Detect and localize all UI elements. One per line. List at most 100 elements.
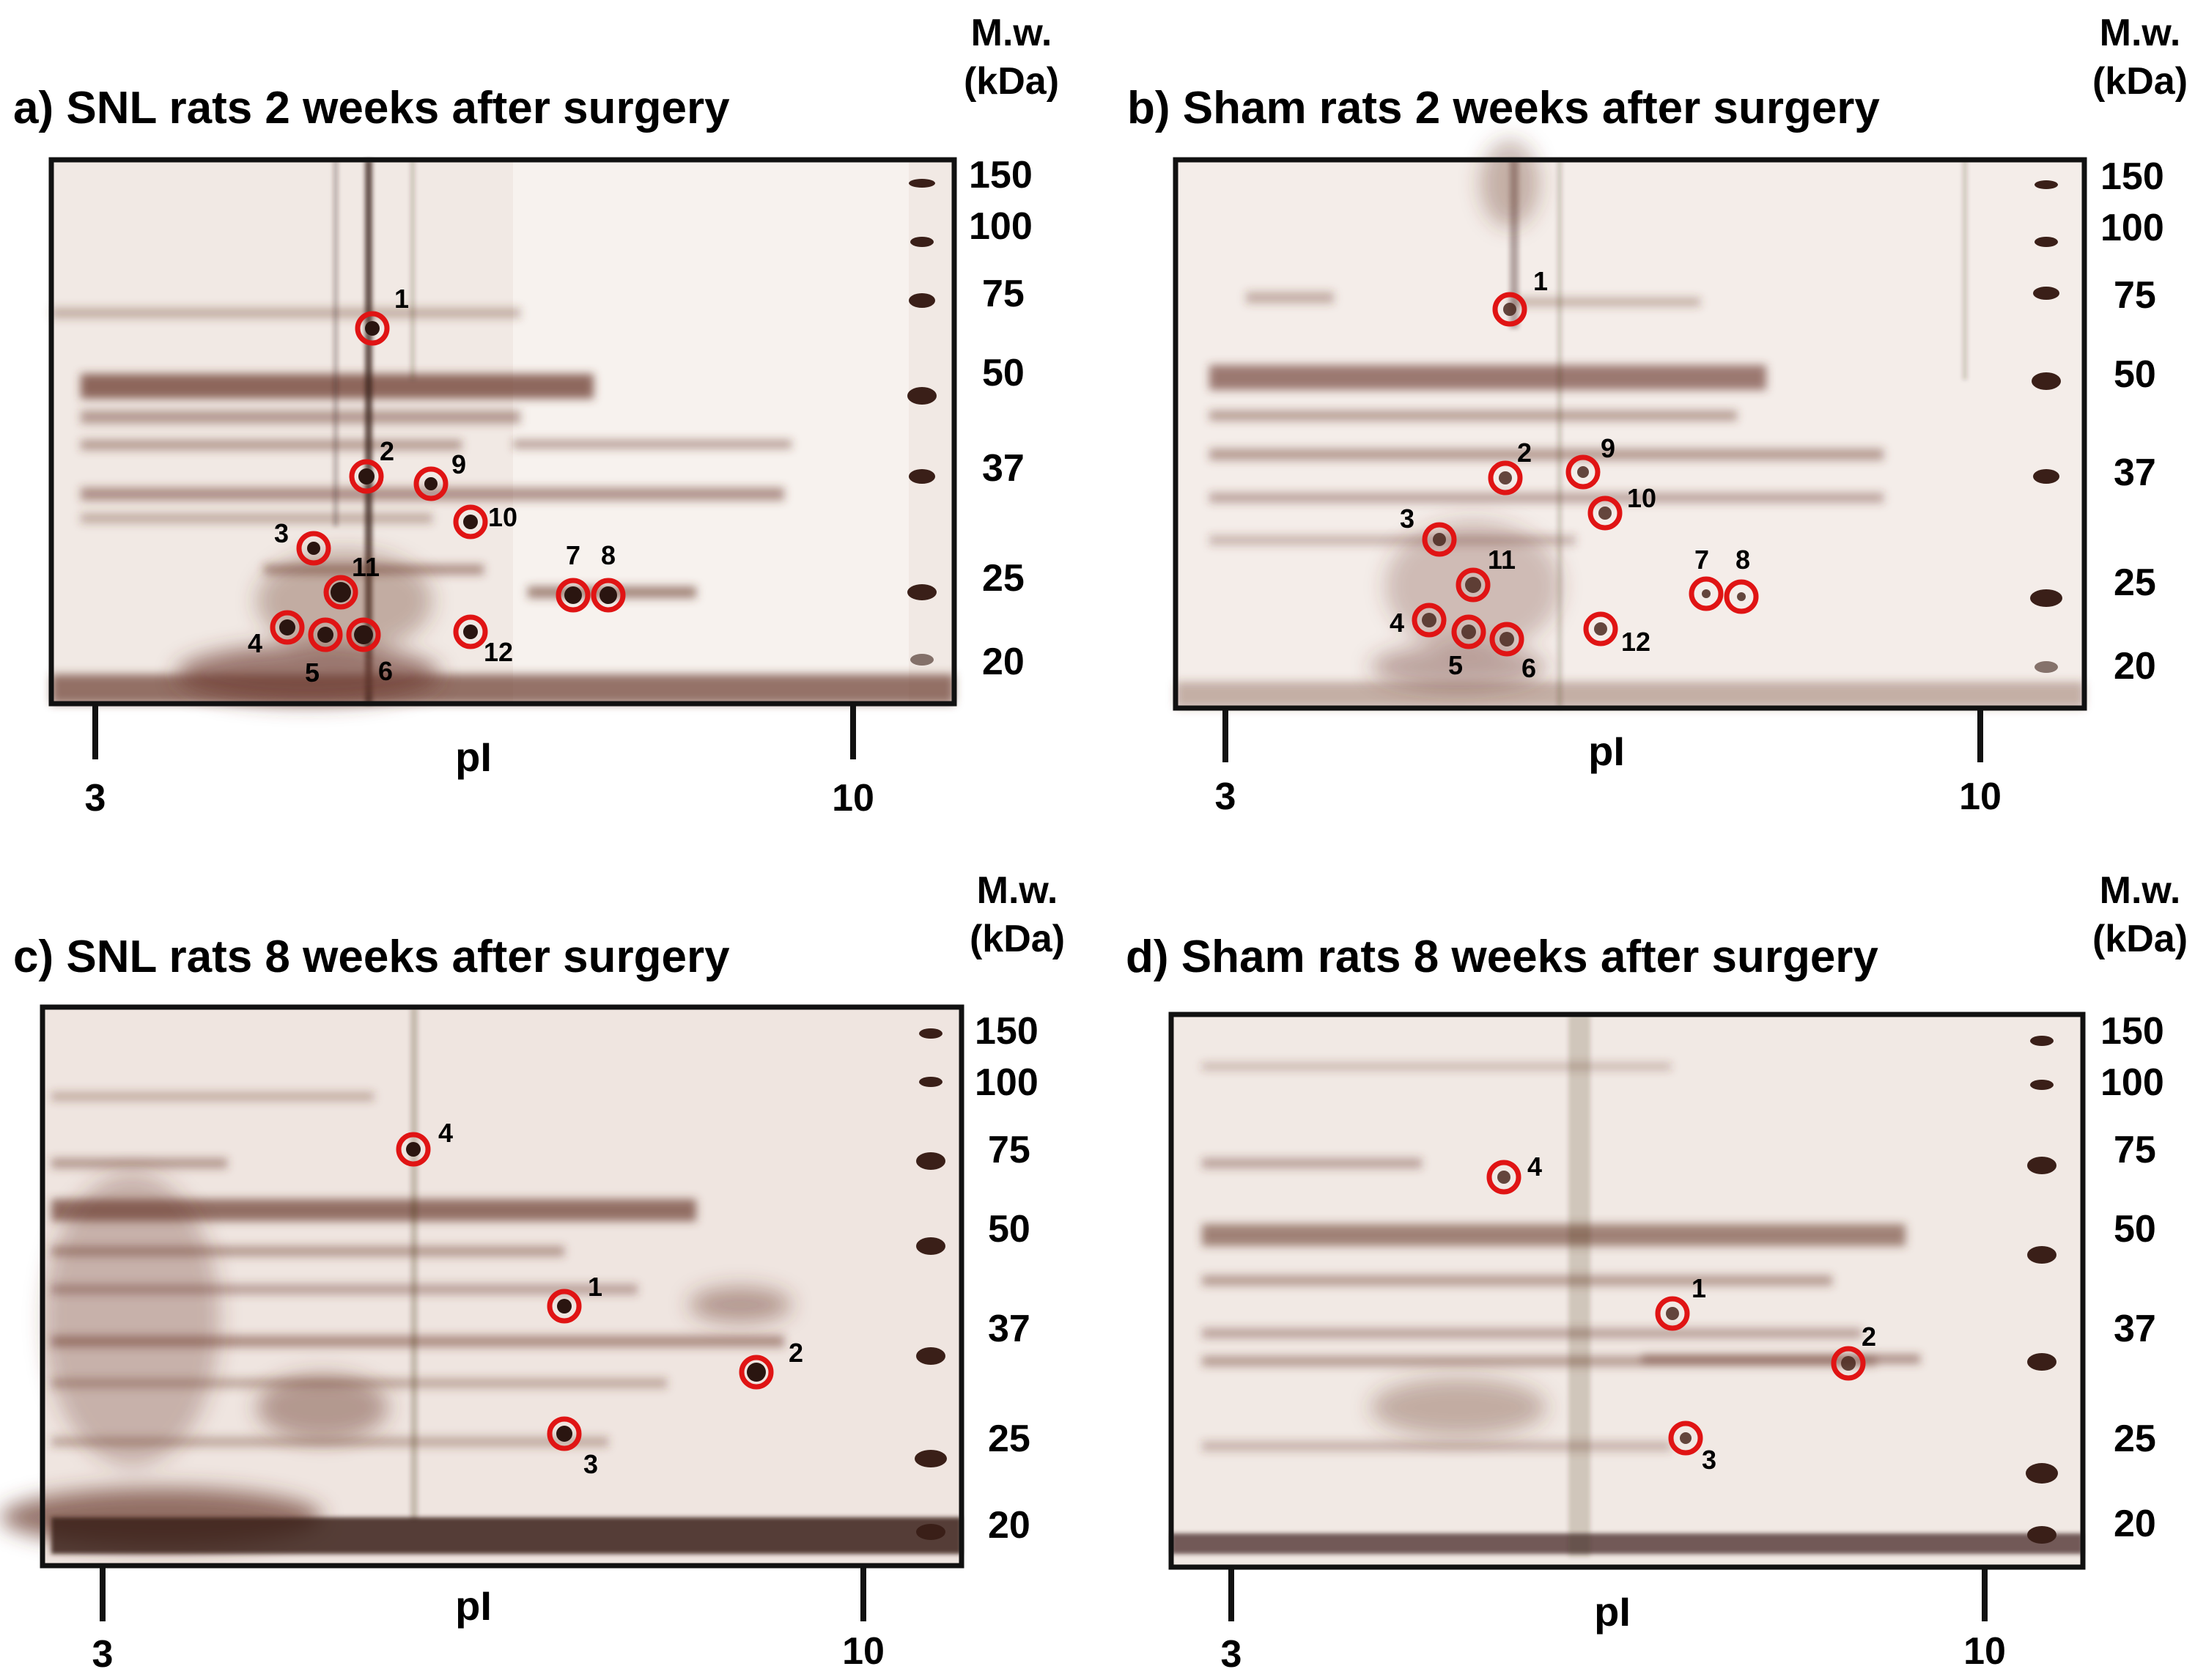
panel-b-kda-label: (kDa) [2092,60,2188,103]
panel-a-spot-label: 10 [488,502,517,532]
panel-c-mw-tick: 25 [988,1418,1030,1460]
panel-b-spot-5 [1451,614,1486,649]
panel-c-spot-1 [547,1289,582,1324]
panel-b-spot-labels: 1 2 9 10 3 11 7 8 4 5 6 12 [1390,266,1750,683]
panel-d-spot-3 [1668,1421,1703,1456]
panel-d-ph-tick: 10 [1963,1630,2006,1673]
panel-a-mw-axis: 150 100 75 50 37 25 20 [969,154,1033,683]
panel-b-spot-label: 12 [1621,627,1650,657]
panel-b-ph-tick: 3 [1215,775,1236,818]
panel-a-spot-label: 2 [380,436,394,466]
panel-a-spot-label: 5 [305,657,320,688]
panel-a-mw-tick: 75 [982,273,1025,315]
panel-c-mw-tick: 50 [988,1208,1030,1250]
panel-a-spot-10 [453,504,488,539]
panel-a-spot-label: 6 [378,656,393,686]
panel-b-spot-6 [1489,622,1524,657]
panel-c-spot-2 [739,1355,774,1390]
panel-d-spot-labels: 4 1 2 3 [1527,1152,1876,1475]
panel-c-spot-labels: 4 1 2 3 [438,1118,803,1479]
panel-b-mw-tick: 150 [2100,155,2164,198]
panel-a-spot-6 [346,617,381,652]
panel-b-spot-label: 6 [1521,653,1536,683]
panel-b-spot-label: 1 [1533,266,1548,296]
panel-a-mw-label: M.w. [971,12,1052,54]
panel-a-spot-1 [355,311,390,346]
panel-d-mw-tick: 75 [2114,1129,2156,1171]
panel-d-marker-ladder [2026,1036,2058,1544]
panel-a-spot-4 [270,610,305,645]
panel-c-mw-label: M.w. [977,869,1058,912]
panel-a-ph-axis: 3 10 pI [85,704,874,819]
panel-a-ph-tick: 10 [832,777,874,819]
panel-a-spot-2 [349,459,384,494]
panel-b-spot-4 [1412,603,1447,638]
panel-b-spot-label: 10 [1627,483,1656,513]
panel-c-ph-tick: 3 [92,1633,114,1676]
panel-c-mw-tick: 20 [988,1504,1030,1547]
panel-a-title: a) SNL rats 2 weeks after surgery [13,83,730,133]
panel-c-gel [0,1004,964,1569]
panel-b-ph-tick: 10 [1959,775,2002,818]
panel-b-spot-1 [1492,292,1527,327]
panel-d-spot-label: 1 [1692,1273,1706,1303]
panel-b-marker-ladder [2030,180,2062,673]
panel-a-spot-11 [323,575,358,610]
panel-b-mw-tick: 20 [2114,645,2156,688]
panel-d-mw-axis: 150 100 75 50 37 25 20 [2100,1010,2164,1545]
panel-d-mw-tick: 37 [2114,1308,2156,1350]
panel-b-spot-label: 11 [1488,545,1516,575]
panel-d-spot-1 [1655,1296,1690,1331]
panel-d-spot-2 [1831,1346,1866,1381]
panel-b-spot-2 [1488,460,1523,495]
panel-b-spot-label: 5 [1448,650,1463,680]
panel-d-ph-axis: 3 10 pI [1221,1567,2006,1676]
panel-b-spot-label: 8 [1735,545,1750,575]
panel-b-spot-10 [1587,495,1623,531]
panel-c-ph-axis: 3 10 pI [92,1566,885,1676]
panel-d-title: d) Sham rats 8 weeks after surgery [1126,932,1878,982]
panel-a-spot-label: 9 [451,449,466,479]
panel-b-ph-axis: 3 10 pI [1215,708,2002,818]
panel-b-pi-label: pI [1588,728,1625,774]
panel-a-gel [48,157,957,707]
panel-d-mw-tick: 150 [2100,1010,2164,1053]
panel-c-spot-4 [396,1132,431,1167]
panel-c-mw-tick: 75 [988,1129,1030,1171]
panel-a-mw-tick: 50 [982,352,1025,394]
panel-a-spot-9 [413,466,449,501]
panel-a-mw-tick: 25 [982,557,1025,600]
panel-d-spot-label: 4 [1527,1152,1542,1182]
panel-b-gel [1173,139,2087,711]
panel-c-mw-tick: 100 [975,1061,1039,1104]
panel-c-title: c) SNL rats 8 weeks after surgery [13,932,730,982]
panel-b-mw-label: M.w. [2100,12,2181,54]
panel-c-frame [40,1004,964,1569]
panel-b-spot-11 [1456,567,1491,603]
panel-c-mw-axis: 150 100 75 50 37 25 20 [975,1010,1039,1547]
panel-a-spot-12 [453,614,488,649]
panel-a-marker-ladder [907,179,937,666]
panel-d-pi-label: pI [1594,1588,1631,1635]
panel-a-spot-labels: 1 2 9 10 3 11 7 8 4 5 6 12 [248,284,616,688]
panel-b-mw-axis: 150 100 75 50 37 25 20 [2100,155,2164,688]
panel-d: d) Sham rats 8 weeks after surgery M.w. … [1126,869,2188,1676]
panel-a-spot-8 [591,578,626,613]
panel-c-mw-tick: 37 [988,1308,1030,1350]
panel-a-spot-3 [296,531,331,566]
panel-c-ph-tick: 10 [842,1630,885,1673]
panel-c-spot-label: 1 [588,1272,602,1302]
panel-d-mw-tick: 20 [2114,1503,2156,1545]
panel-a-ph-tick: 3 [85,777,106,819]
panel-b: b) Sham rats 2 weeks after surgery M.w. … [1127,12,2188,818]
panel-d-mw-label: M.w. [2100,869,2181,912]
panel-d-spot-label: 3 [1702,1445,1716,1475]
panel-b-mw-tick: 100 [2100,207,2164,249]
panel-c-spot-label: 3 [583,1449,598,1479]
panel-a-spot-label: 3 [274,518,289,548]
panel-c-pi-label: pI [455,1583,492,1629]
panel-a-mw-tick: 100 [969,205,1033,248]
panel-d-mw-tick: 50 [2114,1208,2156,1250]
panel-d-spot-label: 2 [1862,1322,1876,1352]
